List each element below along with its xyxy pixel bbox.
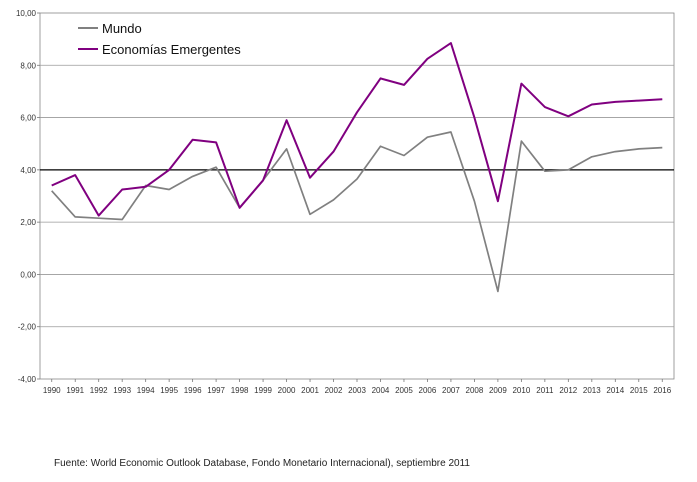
series-line-emergentes xyxy=(51,42,663,217)
x-tick-label: 2016 xyxy=(653,386,671,395)
y-tick-label: 0,00 xyxy=(20,270,36,279)
x-tick-label: 2008 xyxy=(466,386,484,395)
x-axis: 1990 1991 1992 1993 1994 1995 1996 1997 1998 1999… xyxy=(43,379,672,395)
legend: Mundo Economías Emergentes xyxy=(78,21,241,57)
legend-label-mundo: Mundo xyxy=(102,21,142,36)
gridlines xyxy=(40,64,674,328)
source-note: Fuente: World Economic Outlook Database,… xyxy=(54,458,470,469)
y-tick-label: -4,00 xyxy=(18,375,37,384)
x-tick-label: 2010 xyxy=(512,386,530,395)
x-tick-label: 2011 xyxy=(536,386,554,395)
x-tick-label: 1996 xyxy=(184,386,202,395)
x-tick-label: 1998 xyxy=(231,386,249,395)
x-tick-label: 1997 xyxy=(207,386,225,395)
x-tick-label: 2004 xyxy=(372,386,390,395)
y-tick-label: 6,00 xyxy=(20,114,36,123)
x-tick-label: 2014 xyxy=(606,386,624,395)
x-tick-label: 2001 xyxy=(301,386,319,395)
series-line-mundo xyxy=(51,131,663,293)
x-tick-label: 2002 xyxy=(325,386,343,395)
y-axis: 10,00 8,00 6,00 4,00 2,00 0,00 -2,00 -4,00 xyxy=(16,9,40,384)
x-tick-label: 2009 xyxy=(489,386,507,395)
y-tick-label: -2,00 xyxy=(18,323,37,332)
x-tick-label: 1991 xyxy=(66,386,84,395)
x-tick-label: 2005 xyxy=(395,386,413,395)
legend-label-emergentes: Economías Emergentes xyxy=(102,42,241,57)
plot-area xyxy=(39,12,675,380)
y-tick-label: 10,00 xyxy=(16,9,37,18)
x-tick-label: 2012 xyxy=(559,386,577,395)
y-tick-label: 4,00 xyxy=(20,166,36,175)
x-tick-label: 2000 xyxy=(278,386,296,395)
y-tick-label: 8,00 xyxy=(20,61,36,70)
x-tick-label: 2013 xyxy=(583,386,601,395)
series-lines xyxy=(51,42,663,293)
x-tick-label: 1995 xyxy=(160,386,178,395)
y-tick-label: 2,00 xyxy=(20,218,36,227)
x-tick-label: 1990 xyxy=(43,386,61,395)
x-tick-label: 1999 xyxy=(254,386,272,395)
x-tick-label: 2003 xyxy=(348,386,366,395)
x-tick-label: 2015 xyxy=(630,386,648,395)
x-tick-label: 2007 xyxy=(442,386,460,395)
x-tick-label: 2006 xyxy=(419,386,437,395)
x-tick-label: 1994 xyxy=(137,386,155,395)
x-tick-label: 1992 xyxy=(90,386,108,395)
x-tick-label: 1993 xyxy=(113,386,131,395)
